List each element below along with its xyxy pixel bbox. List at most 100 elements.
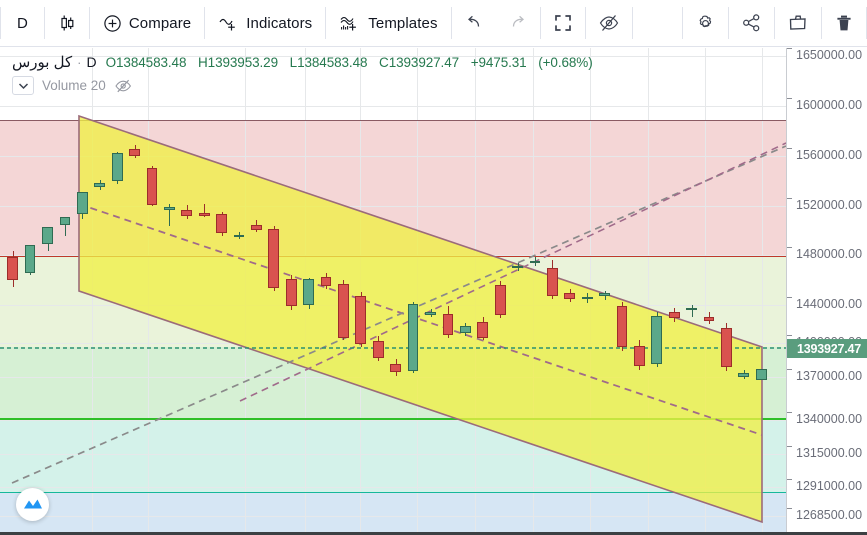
study-hide-button[interactable] — [114, 78, 133, 94]
candle-body — [338, 283, 349, 338]
eye-off-icon — [114, 78, 133, 94]
compare-label: Compare — [128, 14, 192, 32]
toolbar-divider — [450, 7, 452, 39]
delete-button[interactable] — [822, 0, 866, 46]
candle-body — [216, 214, 227, 234]
share-nodes-icon — [741, 13, 762, 33]
settings-button[interactable] — [683, 0, 728, 46]
tick-label: 1560000.00 — [796, 148, 863, 162]
tick-label: 1268500.00 — [796, 508, 863, 522]
candle-wick — [65, 220, 66, 236]
toolbar-divider — [539, 7, 541, 39]
bottom-status-bar — [0, 532, 867, 535]
indicators-icon — [218, 14, 239, 33]
tick-mark — [787, 98, 792, 99]
gear-icon — [695, 13, 716, 34]
candle-wick — [169, 203, 170, 227]
candle-body — [616, 306, 628, 348]
price-axis[interactable]: 1650000.00 1600000.00 1560000.00 1520000.00… — [786, 48, 867, 535]
tradingview-logo-button[interactable] — [16, 488, 49, 521]
gridline-horizontal — [0, 156, 786, 157]
tick-label: 1650000.00 — [796, 48, 863, 62]
tick-mark — [787, 198, 792, 199]
compare-button[interactable]: Compare — [90, 0, 204, 46]
candle-body — [233, 234, 245, 238]
fullscreen-button[interactable] — [541, 0, 585, 46]
gridline-vertical — [705, 48, 706, 535]
toolbar-divider — [325, 7, 327, 39]
tick-mark — [787, 479, 792, 480]
candle-body — [59, 216, 71, 226]
toolbar-divider — [88, 7, 90, 39]
hide-drawings-button[interactable] — [586, 0, 632, 46]
channel-midline[interactable] — [78, 203, 763, 436]
drawings-overlay[interactable] — [0, 48, 786, 535]
gridline-horizontal — [0, 454, 786, 455]
candle-body — [94, 183, 106, 187]
toolbar-divider — [631, 7, 633, 39]
gridline-horizontal — [0, 516, 786, 517]
camera-snapshot-icon — [787, 13, 809, 33]
tick-label: 1440000.00 — [796, 297, 863, 311]
zone-line-support-1 — [0, 418, 786, 420]
candle-body — [703, 317, 715, 321]
support-zone-3-band — [0, 492, 786, 535]
undo-arrow-icon — [464, 14, 484, 32]
chevron-down-icon — [18, 82, 29, 90]
candle-body — [564, 293, 576, 300]
tick-label: 1480000.00 — [796, 247, 863, 261]
share-button[interactable] — [729, 0, 774, 46]
indicators-label: Indicators — [246, 14, 313, 32]
candle-body — [425, 312, 436, 315]
candle-body — [599, 293, 610, 296]
candle-body — [459, 325, 471, 333]
chart-pane[interactable] — [0, 48, 786, 535]
candle-body — [755, 368, 767, 380]
candle-body — [372, 341, 384, 358]
candle-body — [181, 209, 193, 216]
tick-mark — [787, 446, 792, 447]
templates-icon — [339, 14, 361, 33]
candle-body — [251, 225, 262, 230]
candle-body — [111, 153, 123, 181]
gridline-vertical — [648, 48, 649, 535]
tradingview-logo-icon — [22, 496, 44, 514]
redo-button[interactable] — [496, 0, 540, 46]
secondary-trendline[interactable] — [239, 142, 786, 402]
tick-mark — [787, 148, 792, 149]
candle-body — [477, 322, 489, 338]
tick-mark — [787, 335, 792, 336]
tick-mark — [787, 297, 792, 298]
toolbar-divider — [204, 7, 206, 39]
templates-button[interactable]: Templates — [326, 0, 450, 46]
undo-button[interactable] — [452, 0, 496, 46]
fullscreen-icon — [553, 13, 573, 33]
toolbar-divider — [821, 7, 822, 39]
tick-label: 1370000.00 — [796, 369, 863, 383]
tick-mark — [787, 412, 792, 413]
candle-body — [320, 276, 332, 287]
candle-body — [651, 316, 663, 364]
toolbar-divider — [682, 7, 683, 39]
candle-body — [546, 268, 558, 296]
candle-body — [198, 213, 210, 216]
tick-mark — [787, 369, 792, 370]
toolbar-spacer — [633, 0, 682, 46]
gridline-horizontal — [0, 420, 786, 421]
gridline-horizontal — [0, 487, 786, 488]
zone-line-top — [0, 120, 786, 121]
candle-body — [146, 167, 158, 205]
candle-body — [634, 345, 645, 367]
snapshot-button[interactable] — [775, 0, 821, 46]
toolbar-divider — [584, 7, 586, 39]
gridline-horizontal — [0, 106, 786, 107]
interval-button[interactable]: D — [1, 0, 44, 46]
tick-mark — [787, 48, 792, 49]
indicators-button[interactable]: Indicators — [205, 0, 325, 46]
tick-mark — [787, 508, 792, 509]
chart-style-button[interactable] — [45, 0, 89, 46]
study-collapse-button[interactable] — [12, 76, 34, 95]
ascending-trendline[interactable] — [11, 145, 786, 484]
current-price-value: 1393927.47 — [797, 341, 862, 356]
toolbar-divider — [728, 7, 729, 39]
